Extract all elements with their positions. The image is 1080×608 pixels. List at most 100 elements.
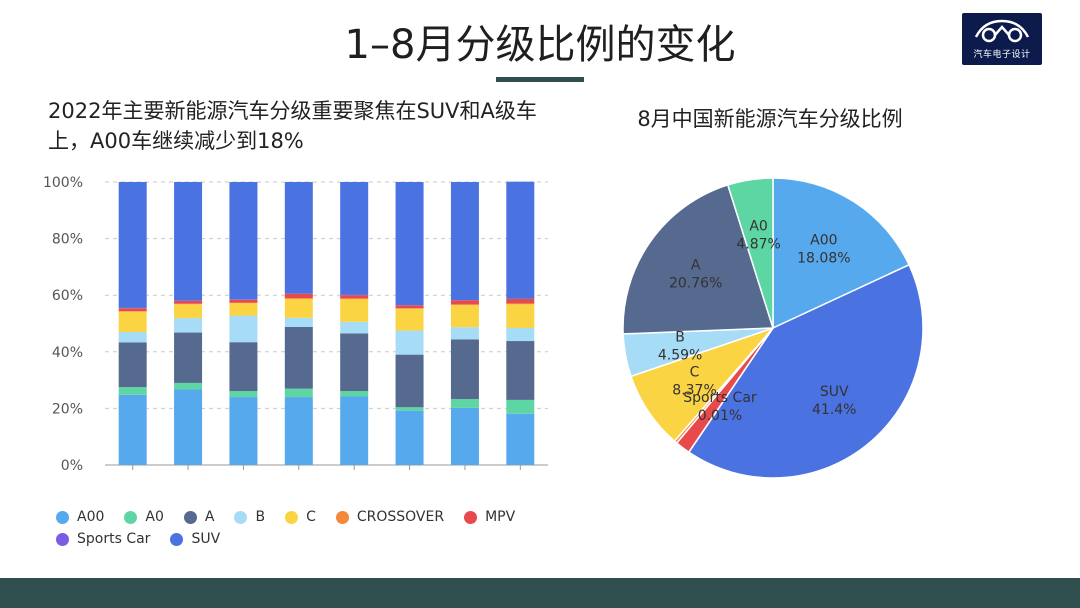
legend-label: A00 [77,509,105,525]
logo-text: 汽车电子设计 [973,50,1031,60]
pie-label-value: 41.4% [812,402,856,418]
pie-label-value: 20.76% [669,276,722,292]
bar-segment [229,182,258,300]
bar-segment [118,308,147,312]
pie-label-name: B [675,329,685,345]
y-tick-label: 40% [52,345,83,361]
legend-swatch [234,510,248,524]
legend-swatch [170,532,184,546]
bar-segment [340,298,369,300]
bar-segment [395,308,424,331]
pie-label-value: 4.87% [736,237,780,253]
legend-item[interactable]: C [285,506,316,528]
bar-segment [174,182,203,301]
legend-swatch [183,510,197,524]
legend-label: A [204,509,215,525]
bar-segment [229,315,258,343]
bar-segment [450,305,479,328]
pie-slice [687,263,924,479]
legend-item[interactable]: SUV [170,528,220,550]
bar-segment [340,396,369,465]
bar-segment [340,321,369,334]
legend-swatch [464,510,478,524]
y-tick-label: 0% [61,458,83,472]
bar-segment [450,304,479,306]
bar-segment [340,182,369,295]
bar-segment [340,299,369,322]
bar-segment [229,302,258,304]
bar-segment [395,182,424,306]
legend-swatch [285,510,299,524]
bar-segment [174,389,203,465]
bar-segment [340,333,369,392]
legend-item[interactable]: A [183,506,215,528]
bar-segment [174,382,203,390]
bar-segment [284,298,313,299]
legend-label: A0 [145,509,164,525]
bar-segment [118,311,147,332]
stacked-bar-chart: 0%20%40%60%80%100% 1月2月3月4月5月6月7月8月 [43,175,548,472]
bar-segment [395,354,424,408]
bar-segment [284,326,313,389]
legend-swatch [56,532,69,546]
car-icon [974,19,1030,43]
bar-segment [229,397,258,465]
bar-segment [395,407,424,411]
bar-segment [174,332,203,383]
bar-segment [284,397,313,465]
pie-label-name: A [691,258,701,274]
legend-swatch [335,510,349,524]
legend-item[interactable]: A0 [124,506,164,528]
bar-segment [284,317,313,327]
legend-item[interactable]: Sports Car [56,528,150,550]
bar-segment [450,300,479,305]
pie-slice [772,177,911,330]
pie-label-value: 0.01% [698,408,742,424]
legend-label: CROSSOVER [356,509,445,525]
bar-segment [450,339,479,400]
legend-item[interactable]: MPV [464,506,515,528]
bar-segment [284,388,313,398]
bar-segment [284,182,313,294]
bar-segment [506,328,535,342]
bar-segment [174,318,203,333]
bar-segment [506,304,535,329]
bar-segment [395,308,424,309]
legend-label: B [255,509,266,525]
chart-subtitle: 2022年主要新能源汽车分级重要聚焦在SUV和A级车上，A00车继续减少到18% [48,99,537,153]
pie-slice [726,177,774,329]
bar-chart-legend: A00 A0 A B C CROSSOVER MPV Sports Car SUV [56,506,576,550]
pie-label-name: Sports Car [683,390,757,406]
pie-chart: A00 18.08% SUV 41.4% Sports Car 0.01% C 8.37% B 4… [622,177,924,479]
bar-segment [450,399,479,408]
bar-segment [118,182,147,308]
bar-segment [395,330,424,355]
bar-segment [284,298,313,318]
bar-segment [229,391,258,398]
y-tick-label: 20% [52,401,83,417]
bar-segment [506,341,535,400]
pie-label-value: 8.37% [672,383,716,399]
bar-segment [395,410,424,465]
legend-label: MPV [485,509,516,525]
title-underline [496,77,584,82]
legend-label: C [306,509,316,525]
legend-item[interactable]: CROSSOVER [335,506,445,528]
legend-item[interactable]: B [234,506,265,528]
bar-segment [395,305,424,309]
bar-segment [174,304,203,319]
bar-segment [450,327,479,340]
pie-label-value: 18.08% [797,250,850,266]
y-tick-label: 100% [43,175,83,191]
bar-segment [340,295,369,299]
bar-segment [340,391,369,397]
legend-item[interactable]: A00 [56,506,104,528]
bar-segment [118,331,147,343]
page-title: 1–8月分级比例的变化 [344,22,736,68]
bar-segment [174,303,203,305]
bar-segment [229,342,258,392]
y-tick-label: 80% [52,232,83,248]
bar-segment [506,413,535,465]
bar-segment [229,303,258,316]
bar-segment [118,387,147,395]
